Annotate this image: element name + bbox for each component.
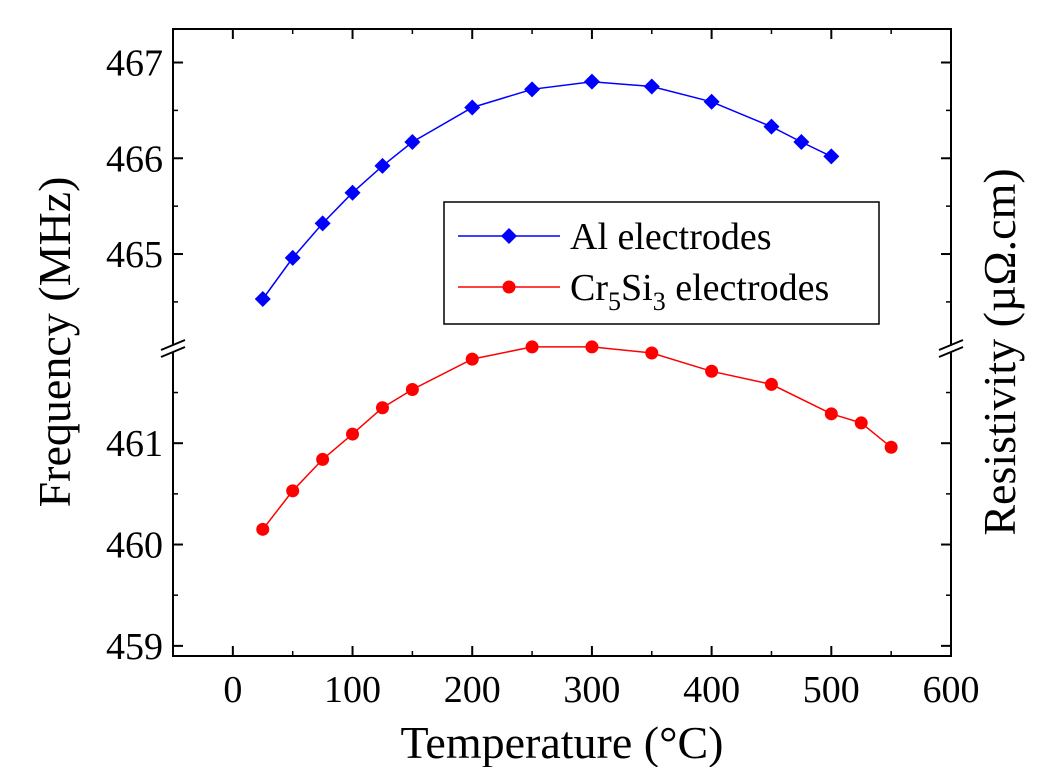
y-tick-label-upper: 466 — [106, 138, 163, 180]
axis-break-gap-right — [939, 345, 963, 352]
plot-frame — [172, 28, 952, 657]
data-point-al — [823, 148, 840, 165]
legend-cr-label-sub-3: 3 — [653, 287, 666, 316]
legend-cr-marker — [502, 280, 516, 294]
x-tick-label: 200 — [444, 669, 501, 711]
y-axis-title: Frequency (MHz) — [29, 177, 80, 508]
legend-al-marker — [501, 228, 517, 244]
data-point-al — [314, 215, 331, 232]
data-point-cr5si3 — [286, 484, 300, 498]
data-point-al — [524, 81, 541, 98]
legend-cr-label-part-cr: Cr — [570, 267, 608, 309]
axis-break-mark-right — [938, 339, 964, 351]
axis-break-mark-left — [160, 346, 186, 358]
x-tick-label: 300 — [563, 669, 620, 711]
x-tick-label: 0 — [223, 669, 242, 711]
data-point-cr5si3 — [465, 352, 479, 366]
legend-cr-label: Cr5Si3 electrodes — [570, 267, 829, 316]
data-point-al — [643, 78, 660, 95]
x-axis-title: Temperature (°C) — [401, 717, 724, 767]
data-point-cr5si3 — [525, 340, 539, 354]
data-point-al — [254, 291, 271, 308]
data-point-cr5si3 — [824, 407, 838, 421]
data-point-al — [583, 73, 600, 90]
data-point-cr5si3 — [405, 382, 419, 396]
legend-box — [443, 201, 880, 325]
x-tick-label: 400 — [683, 669, 740, 711]
series-line-0 — [262, 80, 832, 300]
data-point-al — [703, 93, 720, 110]
data-point-al — [374, 157, 391, 174]
y-tick-label-lower: 460 — [106, 525, 163, 567]
legend-cr-label-sub-5: 5 — [608, 287, 621, 316]
data-point-cr5si3 — [705, 364, 719, 378]
data-point-cr5si3 — [375, 401, 389, 415]
legend-cr-label-part-si: Si — [621, 267, 653, 309]
legend-al-label: Al electrodes — [570, 216, 772, 258]
data-point-al — [763, 118, 780, 135]
data-point-cr5si3 — [256, 522, 270, 536]
x-tick-label: 100 — [324, 669, 381, 711]
data-point-cr5si3 — [645, 346, 659, 360]
legend-cr-label-part-rest: electrodes — [666, 267, 830, 309]
data-point-al — [344, 184, 361, 201]
data-point-cr5si3 — [316, 452, 330, 466]
y-tick-label-lower: 461 — [106, 423, 163, 465]
y-tick-label-lower: 459 — [106, 626, 163, 668]
data-point-cr5si3 — [585, 340, 599, 354]
x-tick-label: 600 — [923, 669, 980, 711]
data-point-al — [464, 99, 481, 116]
x-tick-label: 500 — [803, 669, 860, 711]
data-point-cr5si3 — [854, 416, 868, 430]
data-point-cr5si3 — [884, 440, 898, 454]
data-point-al — [404, 133, 421, 150]
axis-break-gap-left — [161, 345, 185, 352]
axis-break-mark-right — [938, 346, 964, 358]
axis-break-mark-left — [160, 339, 186, 351]
data-point-al — [284, 249, 301, 266]
data-point-cr5si3 — [346, 427, 360, 441]
y2-axis-title: Resistivity (µΩ.cm) — [974, 168, 1025, 535]
y-tick-label-upper: 465 — [106, 234, 163, 276]
data-point-cr5si3 — [764, 377, 778, 391]
data-point-al — [793, 133, 810, 150]
y-tick-label-upper: 467 — [106, 43, 163, 85]
legend: Al electrodes Cr5Si3 electrodes — [443, 201, 880, 325]
